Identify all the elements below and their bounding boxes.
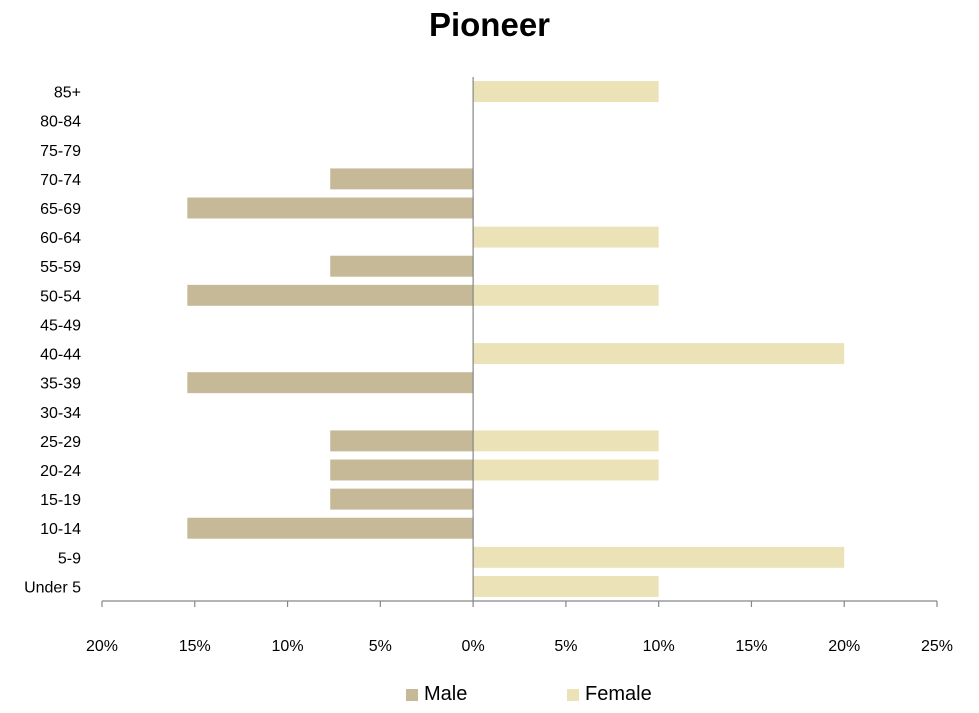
- legend-item-male: Male: [406, 683, 467, 706]
- category-label: 40-44: [40, 347, 81, 364]
- bar-female-5-9: [473, 546, 845, 568]
- bar-female-25-29: [473, 430, 659, 452]
- bar-male-25-29: [330, 430, 474, 452]
- x-tick-label: 25%: [921, 638, 953, 655]
- x-tick-label: 5%: [554, 638, 577, 655]
- bar-female-60-64: [473, 226, 659, 248]
- category-label: 35-39: [40, 376, 81, 393]
- category-label: 10-14: [40, 521, 81, 538]
- bar-female-50-54: [473, 284, 659, 306]
- category-label: Under 5: [24, 579, 81, 596]
- x-tick-label: 0%: [462, 638, 485, 655]
- axes-group: [101, 77, 938, 607]
- category-label: 5-9: [58, 550, 81, 567]
- bars-group: [187, 81, 845, 597]
- bar-male-65-69: [187, 197, 474, 219]
- bar-female-85plus: [473, 81, 659, 103]
- bar-male-55-59: [330, 255, 474, 277]
- bar-female-under-5: [473, 575, 659, 597]
- legend-label-female: Female: [585, 683, 652, 705]
- category-label: 85+: [54, 85, 81, 102]
- category-label: 75-79: [40, 143, 81, 160]
- bar-female-40-44: [473, 343, 845, 365]
- x-tick-label: 15%: [179, 638, 211, 655]
- x-tick-label: 5%: [369, 638, 392, 655]
- bar-female-20-24: [473, 459, 659, 481]
- category-label: 70-74: [40, 172, 81, 189]
- category-label: 25-29: [40, 434, 81, 451]
- x-tick-label: 20%: [86, 638, 118, 655]
- x-tick-label: 10%: [272, 638, 304, 655]
- legend-item-female: Female: [567, 683, 652, 706]
- legend-swatch-female: [567, 688, 579, 701]
- bar-male-20-24: [330, 459, 474, 481]
- category-label: 60-64: [40, 230, 81, 247]
- category-label: 50-54: [40, 288, 81, 305]
- legend-swatch-male: [406, 688, 418, 701]
- bar-male-50-54: [187, 284, 474, 306]
- category-label: 15-19: [40, 492, 81, 509]
- x-tick-label: 20%: [828, 638, 860, 655]
- category-labels-group: 85+ 80-84 75-79 70-74 65-69 60-64 55-59 50-54 45…: [24, 85, 81, 597]
- bar-male-35-39: [187, 372, 474, 394]
- category-label: 20-24: [40, 463, 81, 480]
- bar-male-15-19: [330, 488, 474, 510]
- bar-male-10-14: [187, 517, 474, 539]
- chart-title: Pioneer: [428, 6, 551, 43]
- legend: Male Female: [0, 683, 979, 709]
- tick-labels-group: 20% 15% 10% 5% 0% 5% 10% 15% 20% 25%: [86, 638, 953, 655]
- x-tick-label: 15%: [735, 638, 767, 655]
- category-label: 30-34: [40, 405, 81, 422]
- category-label: 80-84: [40, 114, 81, 131]
- bar-male-70-74: [330, 168, 474, 190]
- legend-label-male: Male: [424, 683, 468, 705]
- category-label: 65-69: [40, 201, 81, 218]
- category-label: 55-59: [40, 259, 81, 276]
- x-tick-label: 10%: [643, 638, 675, 655]
- category-label: 45-49: [40, 317, 81, 334]
